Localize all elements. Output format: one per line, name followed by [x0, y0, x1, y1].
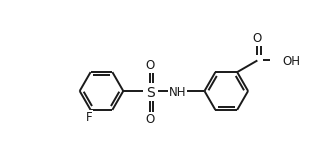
Text: NH: NH [169, 86, 186, 99]
Text: OH: OH [282, 55, 300, 68]
Text: O: O [146, 59, 155, 72]
Text: F: F [86, 111, 92, 124]
Text: S: S [146, 85, 155, 100]
Text: O: O [146, 113, 155, 126]
Text: O: O [253, 32, 262, 45]
